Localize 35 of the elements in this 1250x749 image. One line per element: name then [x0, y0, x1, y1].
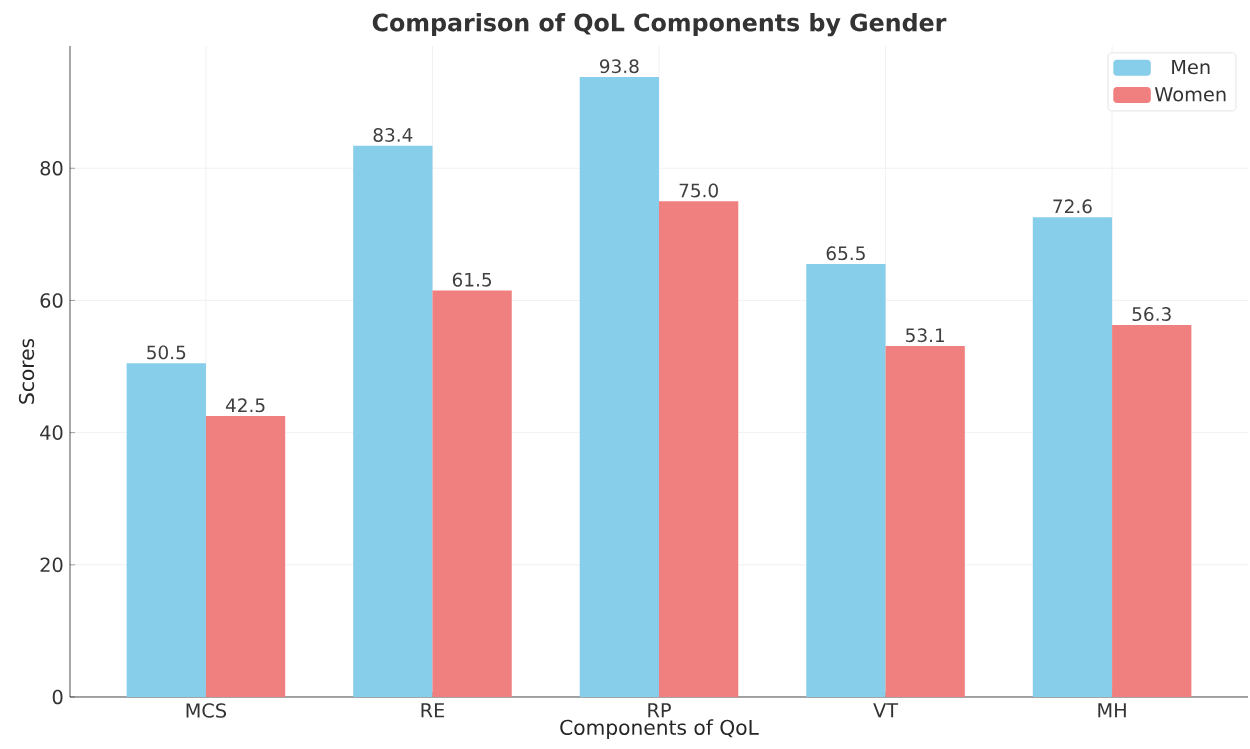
chart-title: Comparison of QoL Components by Gender: [372, 13, 947, 37]
y-tick-label: 80: [40, 160, 63, 176]
y-tick-label: 60: [40, 293, 63, 308]
y-tick-label: 20: [40, 557, 63, 573]
y-tick-label: 40: [40, 425, 63, 440]
bar: [806, 264, 886, 697]
y-tick-label: 0: [52, 689, 63, 705]
data-label: 75.0: [679, 183, 718, 198]
data-label: 53.1: [906, 328, 945, 343]
x-tick-label: MH: [1098, 703, 1126, 718]
x-tick-label: VT: [873, 703, 899, 718]
data-label: 83.4: [373, 127, 413, 142]
data-label: 56.3: [1132, 307, 1171, 322]
bar: [432, 290, 512, 697]
data-label: 65.5: [826, 246, 865, 261]
bar: [659, 201, 739, 697]
bar: [579, 77, 660, 697]
x-tick-label: MCS: [186, 703, 227, 718]
bar: [885, 346, 965, 697]
legend-label: Men: [1172, 59, 1210, 75]
data-label: 72.6: [1053, 199, 1092, 214]
legend-label: Women: [1154, 87, 1226, 102]
y-axis-title: Scores: [18, 338, 35, 404]
bar: [353, 145, 433, 697]
x-axis-title: Components of QoL: [560, 719, 759, 739]
bar: [126, 363, 206, 697]
bar: [1032, 217, 1113, 697]
x-tick-label: RE: [421, 703, 445, 718]
data-label: 42.5: [225, 398, 265, 413]
bar: [1112, 324, 1192, 697]
data-label: 93.8: [599, 59, 639, 74]
data-label: 50.5: [147, 345, 186, 360]
bar: [205, 416, 286, 697]
data-label: 61.5: [452, 272, 492, 287]
x-tick-label: RP: [648, 703, 671, 718]
